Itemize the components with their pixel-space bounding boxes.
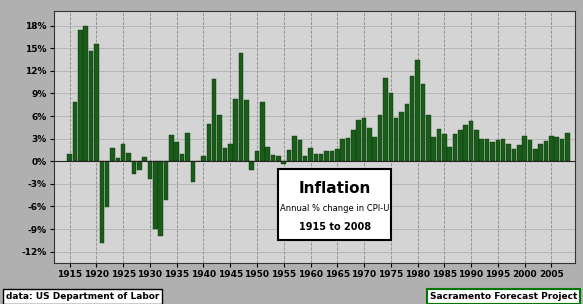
- Text: Annual % change in CPI-U: Annual % change in CPI-U: [280, 204, 389, 213]
- Bar: [319, 154, 324, 161]
- FancyBboxPatch shape: [279, 169, 391, 240]
- Bar: [314, 154, 318, 161]
- Bar: [180, 154, 184, 161]
- Bar: [68, 154, 72, 161]
- Bar: [94, 44, 99, 161]
- Bar: [78, 30, 83, 161]
- Bar: [115, 158, 120, 161]
- Bar: [490, 142, 495, 161]
- Bar: [496, 140, 500, 161]
- Bar: [378, 115, 382, 161]
- Bar: [100, 161, 104, 243]
- Bar: [282, 161, 286, 164]
- Bar: [340, 140, 345, 161]
- Bar: [420, 84, 425, 161]
- Bar: [426, 115, 430, 161]
- Bar: [373, 137, 377, 161]
- Bar: [565, 133, 570, 161]
- Bar: [308, 148, 313, 161]
- Bar: [453, 134, 457, 161]
- Bar: [206, 124, 211, 161]
- Bar: [105, 161, 110, 207]
- Bar: [474, 130, 479, 161]
- Bar: [297, 140, 302, 161]
- Bar: [164, 161, 168, 200]
- Bar: [132, 161, 136, 174]
- Bar: [287, 150, 292, 161]
- Bar: [238, 53, 243, 161]
- Bar: [265, 147, 270, 161]
- Bar: [217, 115, 222, 161]
- Bar: [501, 139, 505, 161]
- Bar: [512, 149, 516, 161]
- Bar: [479, 139, 484, 161]
- Bar: [431, 137, 436, 161]
- Bar: [228, 144, 233, 161]
- Bar: [394, 118, 398, 161]
- Bar: [73, 102, 78, 161]
- Bar: [212, 79, 216, 161]
- Bar: [388, 93, 393, 161]
- Bar: [223, 148, 227, 161]
- Bar: [83, 26, 88, 161]
- Bar: [538, 144, 543, 161]
- Bar: [399, 112, 404, 161]
- Bar: [346, 138, 350, 161]
- Bar: [121, 144, 125, 161]
- Bar: [356, 120, 361, 161]
- Bar: [89, 51, 93, 161]
- Bar: [292, 136, 297, 161]
- Bar: [533, 149, 538, 161]
- Text: data: US Department of Labor: data: US Department of Labor: [6, 292, 159, 301]
- Bar: [506, 144, 511, 161]
- Bar: [201, 156, 206, 161]
- Bar: [560, 140, 564, 161]
- Bar: [517, 145, 522, 161]
- Bar: [485, 139, 489, 161]
- Bar: [447, 147, 452, 161]
- Bar: [383, 78, 388, 161]
- Bar: [244, 100, 248, 161]
- Bar: [147, 161, 152, 179]
- Text: Inflation: Inflation: [298, 181, 371, 196]
- Bar: [271, 155, 275, 161]
- Bar: [233, 99, 238, 161]
- Bar: [522, 136, 527, 161]
- Bar: [410, 76, 415, 161]
- Bar: [169, 135, 174, 161]
- Bar: [544, 141, 548, 161]
- Bar: [185, 133, 189, 161]
- Bar: [549, 136, 554, 161]
- Text: 1915 to 2008: 1915 to 2008: [298, 223, 371, 233]
- Bar: [437, 129, 441, 161]
- Bar: [159, 161, 163, 236]
- Bar: [250, 161, 254, 170]
- Bar: [303, 156, 307, 161]
- Bar: [351, 130, 356, 161]
- Bar: [329, 151, 334, 161]
- Bar: [367, 128, 371, 161]
- Bar: [463, 125, 468, 161]
- Bar: [362, 118, 366, 161]
- Bar: [324, 151, 329, 161]
- Bar: [137, 161, 142, 170]
- Bar: [458, 130, 463, 161]
- Bar: [554, 137, 559, 161]
- Text: Sacramento Forecast Project: Sacramento Forecast Project: [430, 292, 577, 301]
- Bar: [260, 102, 265, 161]
- Bar: [528, 140, 532, 161]
- Bar: [255, 151, 259, 161]
- Bar: [335, 149, 339, 161]
- Bar: [415, 60, 420, 161]
- Bar: [142, 157, 147, 161]
- Bar: [153, 161, 157, 229]
- Bar: [110, 148, 115, 161]
- Bar: [127, 153, 131, 161]
- Bar: [174, 142, 179, 161]
- Bar: [276, 156, 280, 161]
- Bar: [442, 134, 447, 161]
- Bar: [191, 161, 195, 182]
- Bar: [405, 104, 409, 161]
- Bar: [469, 121, 473, 161]
